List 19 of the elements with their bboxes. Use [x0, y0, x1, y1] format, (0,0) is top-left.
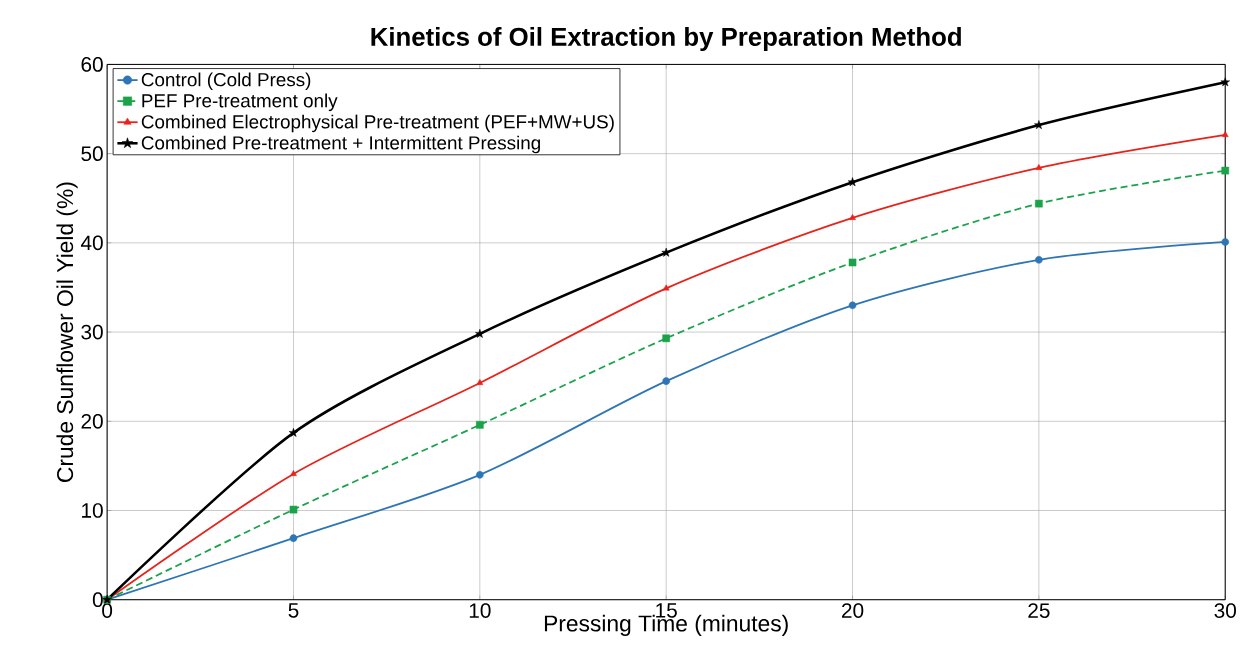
- y-axis-title: Crude Sunflower Oil Yield (%): [56, 182, 78, 482]
- legend-label: Combined Electrophysical Pre-treatment (PEF+MW+US): [141, 114, 614, 133]
- x-tick-label: 10: [469, 603, 491, 618]
- x-tick-label: 20: [842, 603, 864, 618]
- y-tick-label: 40: [80, 235, 103, 251]
- y-tick-label: 20: [81, 413, 103, 429]
- y-tick-label: 60: [81, 57, 103, 72]
- x-tick-label: 5: [288, 603, 299, 618]
- x-tick-label: 0: [102, 603, 113, 618]
- y-tick-label: 10: [82, 503, 103, 518]
- y-tick-label: 30: [81, 324, 103, 340]
- legend-label: Combined Pre-treatment + Intermittent Pressing: [141, 135, 540, 154]
- legend-label: PEF Pre-treatment only: [142, 93, 338, 112]
- y-tick-label: 0: [92, 592, 103, 608]
- chart-title: Kinetics of Oil Extraction by Preparation Method: [371, 26, 961, 52]
- x-tick-label: 30: [1214, 603, 1236, 618]
- x-tick-label: 25: [1028, 603, 1050, 618]
- y-tick-label: 50: [81, 146, 103, 161]
- legend-label: Control (Cold Press): [141, 72, 311, 91]
